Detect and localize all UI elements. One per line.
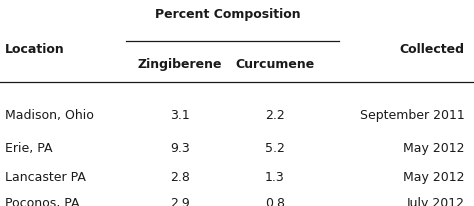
Text: Madison, Ohio: Madison, Ohio bbox=[5, 109, 93, 122]
Text: May 2012: May 2012 bbox=[403, 142, 465, 155]
Text: Collected: Collected bbox=[400, 43, 465, 56]
Text: 9.3: 9.3 bbox=[170, 142, 190, 155]
Text: 2.8: 2.8 bbox=[170, 171, 190, 184]
Text: Location: Location bbox=[5, 43, 64, 56]
Text: July 2012: July 2012 bbox=[407, 197, 465, 206]
Text: September 2011: September 2011 bbox=[360, 109, 465, 122]
Text: Erie, PA: Erie, PA bbox=[5, 142, 52, 155]
Text: 1.3: 1.3 bbox=[265, 171, 285, 184]
Text: 2.2: 2.2 bbox=[265, 109, 285, 122]
Text: Percent Composition: Percent Composition bbox=[155, 8, 301, 21]
Text: Lancaster PA: Lancaster PA bbox=[5, 171, 86, 184]
Text: Zingiberene: Zingiberene bbox=[138, 58, 222, 71]
Text: Poconos, PA: Poconos, PA bbox=[5, 197, 79, 206]
Text: 2.9: 2.9 bbox=[170, 197, 190, 206]
Text: 0.8: 0.8 bbox=[265, 197, 285, 206]
Text: 3.1: 3.1 bbox=[170, 109, 190, 122]
Text: Curcumene: Curcumene bbox=[235, 58, 315, 71]
Text: 5.2: 5.2 bbox=[265, 142, 285, 155]
Text: May 2012: May 2012 bbox=[403, 171, 465, 184]
